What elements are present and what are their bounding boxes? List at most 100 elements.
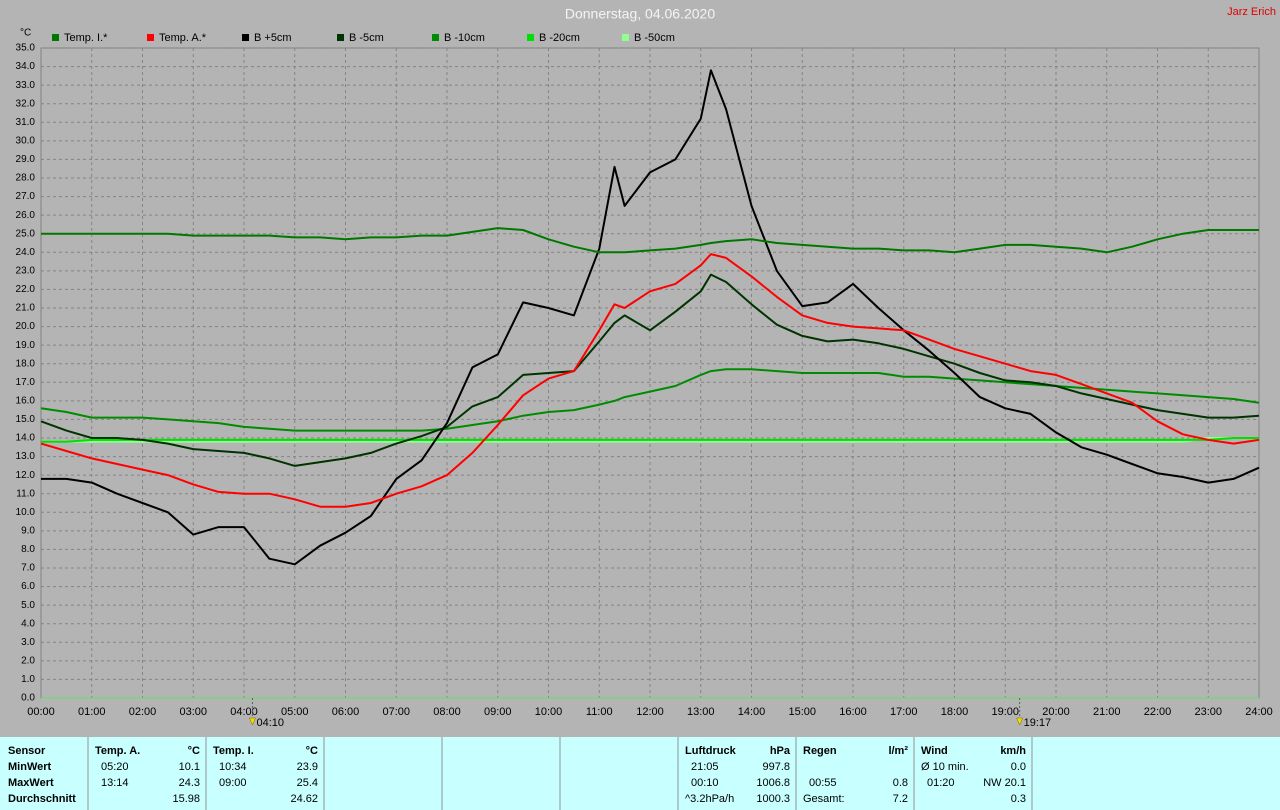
- annotation-label: 19:17: [1024, 717, 1052, 729]
- x-tick-label: 10:00: [535, 706, 563, 718]
- x-tick-label: 19:00: [991, 706, 1019, 718]
- stats-panel: [0, 737, 1280, 810]
- y-tick-label: 22.0: [16, 284, 36, 295]
- legend-swatch: [337, 34, 344, 41]
- x-tick-label: 16:00: [839, 706, 867, 718]
- chart-title: Donnerstag, 04.06.2020: [565, 6, 715, 22]
- stat-time: Ø 10 min.: [921, 761, 969, 773]
- x-tick-label: 06:00: [332, 706, 360, 718]
- group-title: Luftdruck: [685, 745, 737, 757]
- x-tick-label: 23:00: [1194, 706, 1222, 718]
- legend-label: Temp. A.*: [159, 32, 207, 44]
- x-tick-label: 14:00: [738, 706, 766, 718]
- x-tick-label: 01:00: [78, 706, 106, 718]
- series-line: [41, 437, 1259, 443]
- row-label: MinWert: [8, 761, 52, 773]
- y-tick-label: 1.0: [21, 674, 35, 685]
- y-tick-label: 15.0: [16, 414, 36, 425]
- author: Jarz Erich: [1227, 6, 1276, 18]
- group-title: Temp. A.: [95, 745, 140, 757]
- y-tick-label: 29.0: [16, 154, 36, 165]
- series-line: [40, 253, 1260, 508]
- stat-time: 00:10: [691, 777, 719, 789]
- y-tick-label: 7.0: [21, 563, 35, 574]
- legend-swatch: [622, 34, 629, 41]
- x-tick-label: 08:00: [433, 706, 461, 718]
- y-tick-label: 25.0: [16, 228, 36, 239]
- y-tick-label: 9.0: [21, 525, 35, 536]
- y-tick-label: 3.0: [21, 637, 35, 648]
- stat-value: 24.62: [290, 793, 318, 805]
- annotation-label: 04:10: [256, 717, 284, 729]
- y-tick-label: 30.0: [16, 135, 36, 146]
- stat-value: 25.4: [297, 777, 318, 789]
- x-tick-label: 00:00: [27, 706, 55, 718]
- stat-value: 997.8: [762, 761, 790, 773]
- legend-swatch: [432, 34, 439, 41]
- group-unit: °C: [188, 745, 200, 757]
- group-unit: l/m²: [888, 745, 908, 757]
- series-line: [41, 437, 1259, 443]
- stat-value: 0.0: [1011, 761, 1026, 773]
- legend-label: B +5cm: [254, 32, 292, 44]
- stat-time: ^3.2hPa/h: [685, 793, 734, 805]
- y-tick-label: 0.0: [21, 693, 35, 704]
- y-tick-label: 26.0: [16, 210, 36, 221]
- stat-value: 1006.8: [756, 777, 790, 789]
- stat-time: 10:34: [219, 761, 247, 773]
- y-tick-label: 28.0: [16, 173, 36, 184]
- stat-time: Gesamt:: [803, 793, 845, 805]
- x-tick-label: 05:00: [281, 706, 309, 718]
- y-tick-label: 14.0: [16, 433, 36, 444]
- y-tick-label: 34.0: [16, 61, 36, 72]
- y-tick-label: 2.0: [21, 655, 35, 666]
- stat-value: 15.98: [172, 793, 200, 805]
- y-tick-label: 6.0: [21, 581, 35, 592]
- legend-label: B -10cm: [444, 32, 485, 44]
- row-label: Durchschnitt: [8, 793, 76, 805]
- stat-value: 23.9: [297, 761, 318, 773]
- y-tick-label: 5.0: [21, 600, 35, 611]
- stat-value: 1000.3: [756, 793, 790, 805]
- y-tick-label: 18.0: [16, 358, 36, 369]
- legend-label: B -5cm: [349, 32, 384, 44]
- x-tick-label: 18:00: [941, 706, 969, 718]
- y-tick-label: 23.0: [16, 265, 36, 276]
- sun-marker: [1016, 717, 1024, 726]
- y-tick-label: 17.0: [16, 377, 36, 388]
- legend-swatch: [147, 34, 154, 41]
- y-tick-label: 27.0: [16, 191, 36, 202]
- series-line: [41, 227, 1259, 254]
- row-label: Sensor: [8, 745, 46, 757]
- x-tick-label: 02:00: [129, 706, 157, 718]
- series-line: [40, 273, 1260, 467]
- group-unit: km/h: [1000, 745, 1026, 757]
- x-tick-label: 04:00: [230, 706, 258, 718]
- row-label: MaxWert: [8, 777, 54, 789]
- legend-swatch: [242, 34, 249, 41]
- x-tick-label: 15:00: [788, 706, 816, 718]
- x-tick-label: 20:00: [1042, 706, 1070, 718]
- legend-swatch: [52, 34, 59, 41]
- y-tick-label: 12.0: [16, 470, 36, 481]
- stat-time: 01:20: [927, 777, 955, 789]
- series-line: [41, 69, 1260, 566]
- x-tick-label: 13:00: [687, 706, 715, 718]
- legend-label: B -50cm: [634, 32, 675, 44]
- legend-swatch: [527, 34, 534, 41]
- y-tick-label: 8.0: [21, 544, 35, 555]
- y-tick-label: 13.0: [16, 451, 36, 462]
- legend-label: B -20cm: [539, 32, 580, 44]
- y-tick-label: 20.0: [16, 321, 36, 332]
- y-tick-label: 24.0: [16, 247, 36, 258]
- y-unit: °C: [20, 28, 31, 39]
- stat-time: 05:20: [101, 761, 129, 773]
- x-tick-label: 24:00: [1245, 706, 1273, 718]
- x-tick-label: 11:00: [586, 706, 613, 718]
- stat-time: 13:14: [101, 777, 129, 789]
- group-unit: °C: [306, 745, 318, 757]
- group-title: Temp. I.: [213, 745, 254, 757]
- stat-value: 10.1: [179, 761, 200, 773]
- x-tick-label: 22:00: [1144, 706, 1172, 718]
